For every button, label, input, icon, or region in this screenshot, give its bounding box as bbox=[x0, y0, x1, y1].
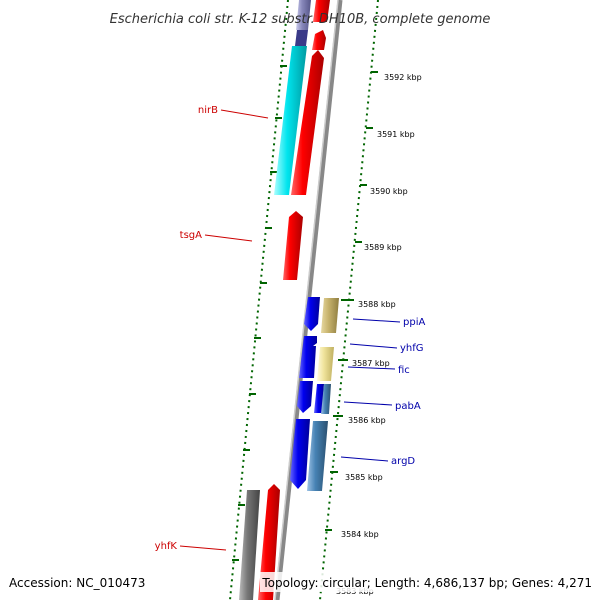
gene-label-tsgA: tsgA bbox=[180, 230, 202, 241]
feature-red-adjacent bbox=[291, 50, 324, 195]
tick-label: 3592 kbp bbox=[384, 73, 422, 82]
feature-pabA-gene bbox=[297, 381, 313, 413]
feature-top-navy bbox=[295, 30, 308, 46]
tick-label: 3588 kbp bbox=[358, 300, 396, 309]
tick-label: 3585 kbp bbox=[345, 473, 383, 482]
tick-label: 3591 kbp bbox=[377, 130, 415, 139]
gene-labels-right: ppiA yhfG fic pabA argD bbox=[340, 317, 425, 467]
feature-yhfG-gene bbox=[299, 336, 317, 378]
gene-label-pabA: pabA bbox=[395, 401, 421, 412]
map-title: Escherichia coli str. K-12 substr. DH10B… bbox=[110, 12, 491, 27]
genome-stats-text: Topology: circular; Length: 4,686,137 bp… bbox=[261, 576, 592, 590]
tick-label: 3587 kbp bbox=[352, 359, 390, 368]
feature-ppiA-khaki bbox=[321, 298, 339, 333]
feature-pabA-steel bbox=[321, 384, 331, 414]
feature-ppiA-gene bbox=[304, 297, 320, 331]
gene-labels-left: nirB tsgA yhfK bbox=[155, 105, 269, 552]
feature-bottom-gray bbox=[239, 490, 260, 600]
tick-label: 3590 kbp bbox=[370, 187, 408, 196]
gene-label-nirB: nirB bbox=[198, 105, 218, 116]
tick-label: 3584 kbp bbox=[341, 530, 379, 539]
tick-label: 3589 kbp bbox=[364, 243, 402, 252]
feature-nirB bbox=[274, 46, 307, 195]
tick-labels: 3592 kbp 3591 kbp 3590 kbp 3589 kbp 3588… bbox=[336, 73, 422, 596]
accession-text: Accession: NC_010473 bbox=[9, 576, 145, 590]
right-ring-ticks bbox=[325, 71, 378, 531]
feature-pabA-blue bbox=[314, 384, 324, 413]
gene-label-yhfK: yhfK bbox=[155, 541, 178, 552]
left-ring-ticks bbox=[232, 65, 287, 561]
gene-label-ppiA: ppiA bbox=[403, 317, 425, 328]
outer-ring-left bbox=[229, 0, 289, 600]
feature-fic-pale bbox=[317, 347, 334, 381]
feature-top-lavender bbox=[296, 0, 311, 30]
feature-top-red-2 bbox=[312, 30, 326, 50]
gene-label-yhfG: yhfG bbox=[400, 343, 424, 354]
footer-stats-bg bbox=[260, 572, 596, 592]
feature-yhfK bbox=[258, 484, 280, 600]
tick-label: 3586 kbp bbox=[348, 416, 386, 425]
gene-label-fic: fic bbox=[398, 365, 410, 376]
feature-argD-gene bbox=[290, 419, 310, 489]
feature-argD-steel bbox=[307, 421, 328, 491]
gene-label-argD: argD bbox=[391, 456, 415, 467]
feature-tsgA bbox=[283, 211, 303, 280]
feature-top-red-1 bbox=[313, 0, 330, 22]
